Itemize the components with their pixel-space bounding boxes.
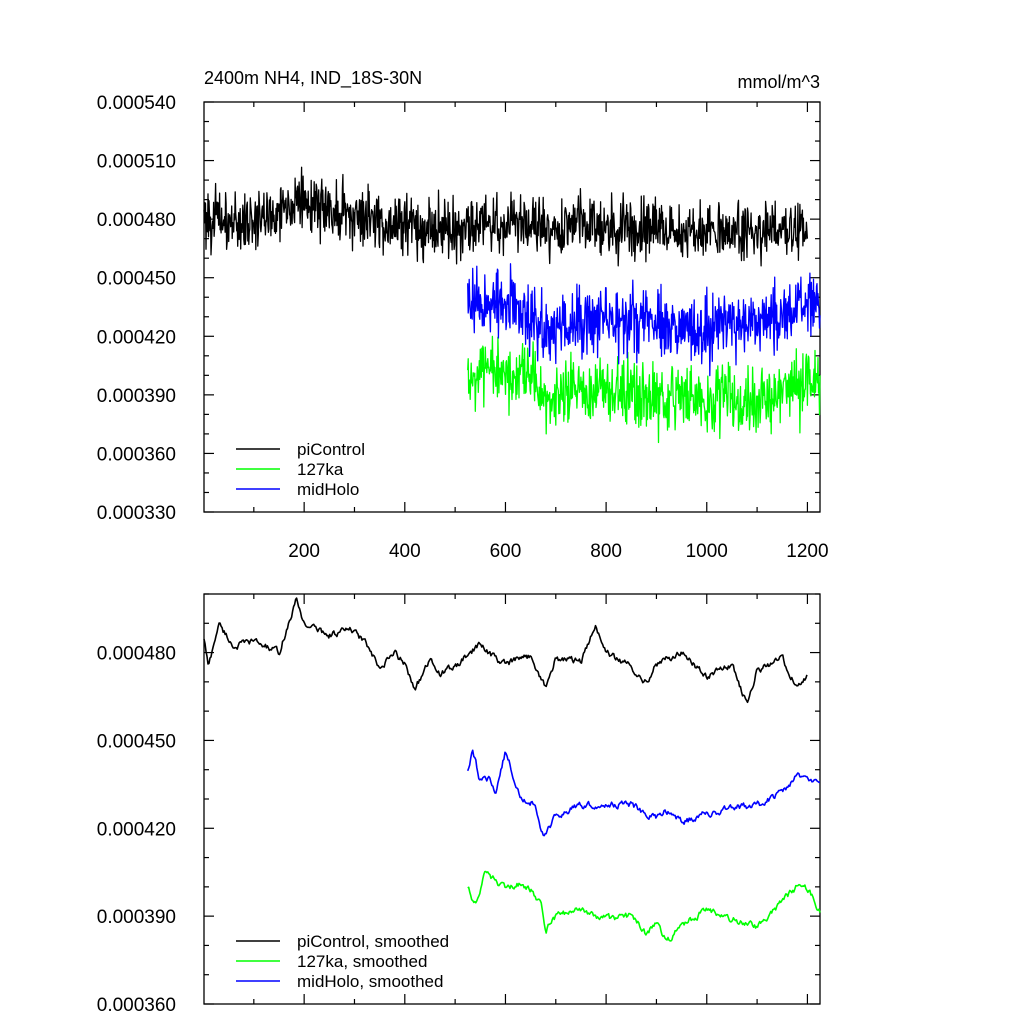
bottom-legend-label: 127ka, smoothed (297, 952, 427, 971)
top-y-tick-label: 0.000420 (97, 327, 176, 348)
bottom-legend-label: piControl, smoothed (297, 932, 449, 951)
top-series-line-1 (467, 335, 821, 444)
top-x-tick-label: 400 (389, 541, 421, 562)
bottom-y-tick-label: 0.000450 (97, 731, 176, 752)
bottom-y-tick-label: 0.000480 (97, 644, 176, 665)
top-y-tick-label: 0.000330 (97, 503, 176, 524)
bottom-y-tick-label: 0.000360 (97, 995, 176, 1016)
top-y-tick-label: 0.000450 (97, 269, 176, 290)
top-y-tick-label: 0.000510 (97, 152, 176, 173)
top-panel-title: 2400m NH4, IND_18S-30N (204, 68, 422, 89)
bottom-series-line-1 (467, 870, 821, 942)
top-panel: 2400m NH4, IND_18S-30N mmol/m^3 200 400 60… (97, 68, 829, 562)
bottom-series-line-2 (466, 749, 821, 837)
top-x-tick-label: 1200 (786, 541, 828, 562)
top-y-tick-label: 0.000360 (97, 444, 176, 465)
top-series-line-2 (467, 263, 821, 377)
bottom-y-tick-label: 0.000420 (97, 819, 176, 840)
top-y-tick-label: 0.000480 (97, 210, 176, 231)
bottom-series-line-0 (203, 597, 808, 704)
top-x-tick-label: 800 (590, 541, 622, 562)
top-legend-label: piControl (297, 440, 365, 459)
top-legend-label: midHolo (297, 480, 359, 499)
top-panel-units: mmol/m^3 (738, 72, 820, 92)
top-x-tick-label: 200 (288, 541, 320, 562)
top-x-tick-label: 600 (490, 541, 522, 562)
bottom-panel: 0.000360 0.000390 0.000420 0.000450 0.000480… (97, 593, 821, 1016)
top-plot-frame (203, 101, 821, 513)
bottom-legend-label: midHolo, smoothed (297, 972, 443, 991)
top-y-tick-label: 0.000540 (97, 93, 176, 114)
top-y-tick-label: 0.000390 (97, 386, 176, 407)
top-legend-label: 127ka (297, 460, 344, 479)
top-x-tick-label: 1000 (686, 541, 728, 562)
bottom-y-tick-label: 0.000390 (97, 907, 176, 928)
top-series-line-0 (203, 166, 809, 267)
